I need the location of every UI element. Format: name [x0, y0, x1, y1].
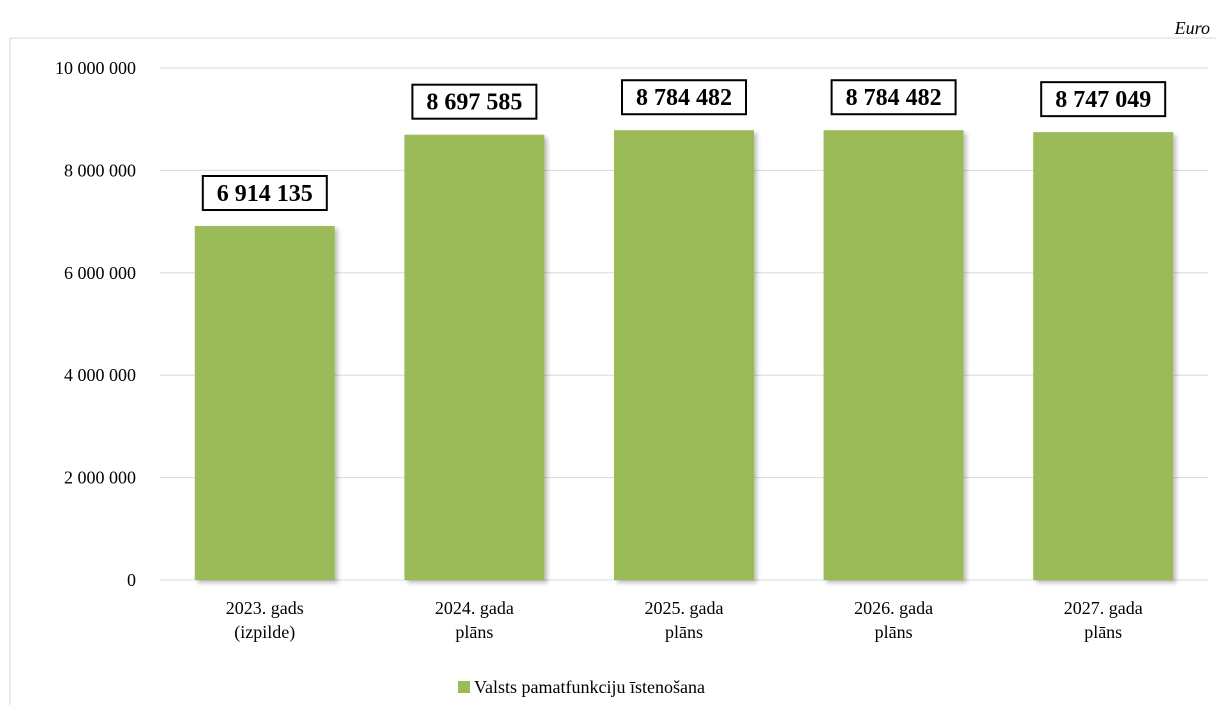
y-tick-label: 2 000 000 [64, 468, 136, 488]
data-label: 8 784 482 [846, 85, 942, 111]
data-label-box [411, 83, 538, 120]
x-tick-label: 2024. gada [435, 598, 514, 618]
data-label: 8 784 482 [636, 85, 732, 111]
x-tick-label: (izpilde) [234, 622, 295, 643]
y-tick-label: 10 000 000 [55, 58, 136, 78]
x-tick-label: plāns [455, 622, 493, 642]
y-tick-label: 8 000 000 [64, 160, 136, 180]
data-label: 6 914 135 [217, 181, 313, 207]
x-tick-label: 2023. gads [226, 598, 304, 618]
x-tick-label: plāns [1084, 622, 1122, 642]
bar [823, 130, 964, 580]
x-tick-label: 2026. gada [854, 598, 933, 618]
data-label-box [830, 79, 957, 116]
x-tick-label: plāns [665, 622, 703, 642]
legend-label: Valsts pamatfunkciju īstenošana [474, 677, 705, 697]
data-label-box [1040, 81, 1167, 118]
x-tick-label: 2025. gada [645, 598, 724, 618]
data-label: 8 747 049 [1055, 87, 1151, 113]
legend-swatch [458, 681, 470, 693]
y-tick-label: 4 000 000 [64, 365, 136, 385]
data-label: 8 697 585 [426, 90, 522, 116]
y-tick-label: 6 000 000 [64, 263, 136, 283]
bar [404, 134, 545, 580]
x-tick-label: 2027. gada [1064, 598, 1143, 618]
bar [614, 130, 754, 580]
x-tick-label: plāns [875, 622, 913, 642]
bar [194, 225, 335, 581]
bar [1033, 132, 1174, 580]
unit-label: Euro [1174, 18, 1210, 38]
y-tick-label: 0 [127, 570, 136, 590]
data-label-box [201, 174, 328, 211]
data-label-box [621, 79, 747, 116]
